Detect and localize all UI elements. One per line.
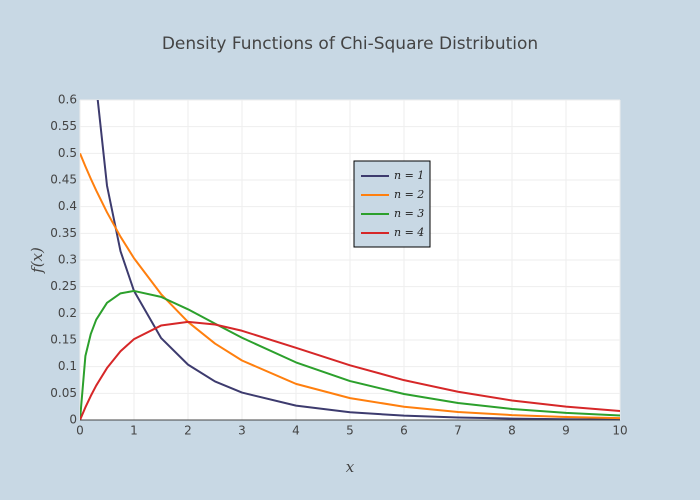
legend: n = 1 n = 2 n = 3 n = 4: [353, 160, 431, 248]
y-tick-label: 0.6: [58, 93, 77, 107]
y-tick-label: 0.05: [50, 386, 77, 400]
x-tick-label: 5: [346, 424, 354, 438]
y-tick-label: 0.25: [50, 279, 77, 293]
y-tick-label: 0.45: [50, 173, 77, 187]
y-tick-label: 0.1: [58, 359, 77, 373]
legend-label: n = 3: [394, 207, 424, 220]
x-tick-label: 1: [130, 424, 138, 438]
series-line: [96, 100, 620, 420]
y-tick-label: 0.55: [50, 119, 77, 133]
y-tick-label: 0.35: [50, 226, 77, 240]
x-tick-label: 4: [292, 424, 300, 438]
lines: [80, 100, 620, 420]
series-line: [80, 289, 620, 420]
y-tick-label: 0.3: [58, 253, 77, 267]
legend-label: n = 4: [394, 226, 424, 239]
x-tick-label: 0: [76, 424, 84, 438]
series-line: [80, 320, 620, 420]
x-axis-label: x: [346, 458, 355, 476]
y-tick-label: 0.4: [58, 199, 77, 213]
x-tick-label: 6: [400, 424, 408, 438]
x-tick-label: 10: [612, 424, 627, 438]
x-tick-label: 9: [562, 424, 570, 438]
y-tick-label: 0: [69, 413, 77, 427]
y-tick-label: 0.2: [58, 306, 77, 320]
x-tick-label: 2: [184, 424, 192, 438]
chart-title: Density Functions of Chi-Square Distribu…: [162, 34, 538, 54]
x-tick-label: 7: [454, 424, 462, 438]
grid: [79, 99, 621, 421]
ticks: 0 0.05 0.1 0.15 0.2 0.25 0.3 0.35 0.4 0.45 0.5 0.55…: [50, 93, 627, 438]
y-tick-label: 0.5: [58, 146, 77, 160]
legend-label: n = 2: [394, 188, 424, 201]
y-axis-label: f(x): [28, 247, 46, 274]
series-line: [80, 152, 620, 420]
legend-label: n = 1: [394, 169, 424, 182]
x-tick-label: 3: [238, 424, 246, 438]
x-tick-label: 8: [508, 424, 516, 438]
y-tick-label: 0.15: [50, 333, 77, 347]
